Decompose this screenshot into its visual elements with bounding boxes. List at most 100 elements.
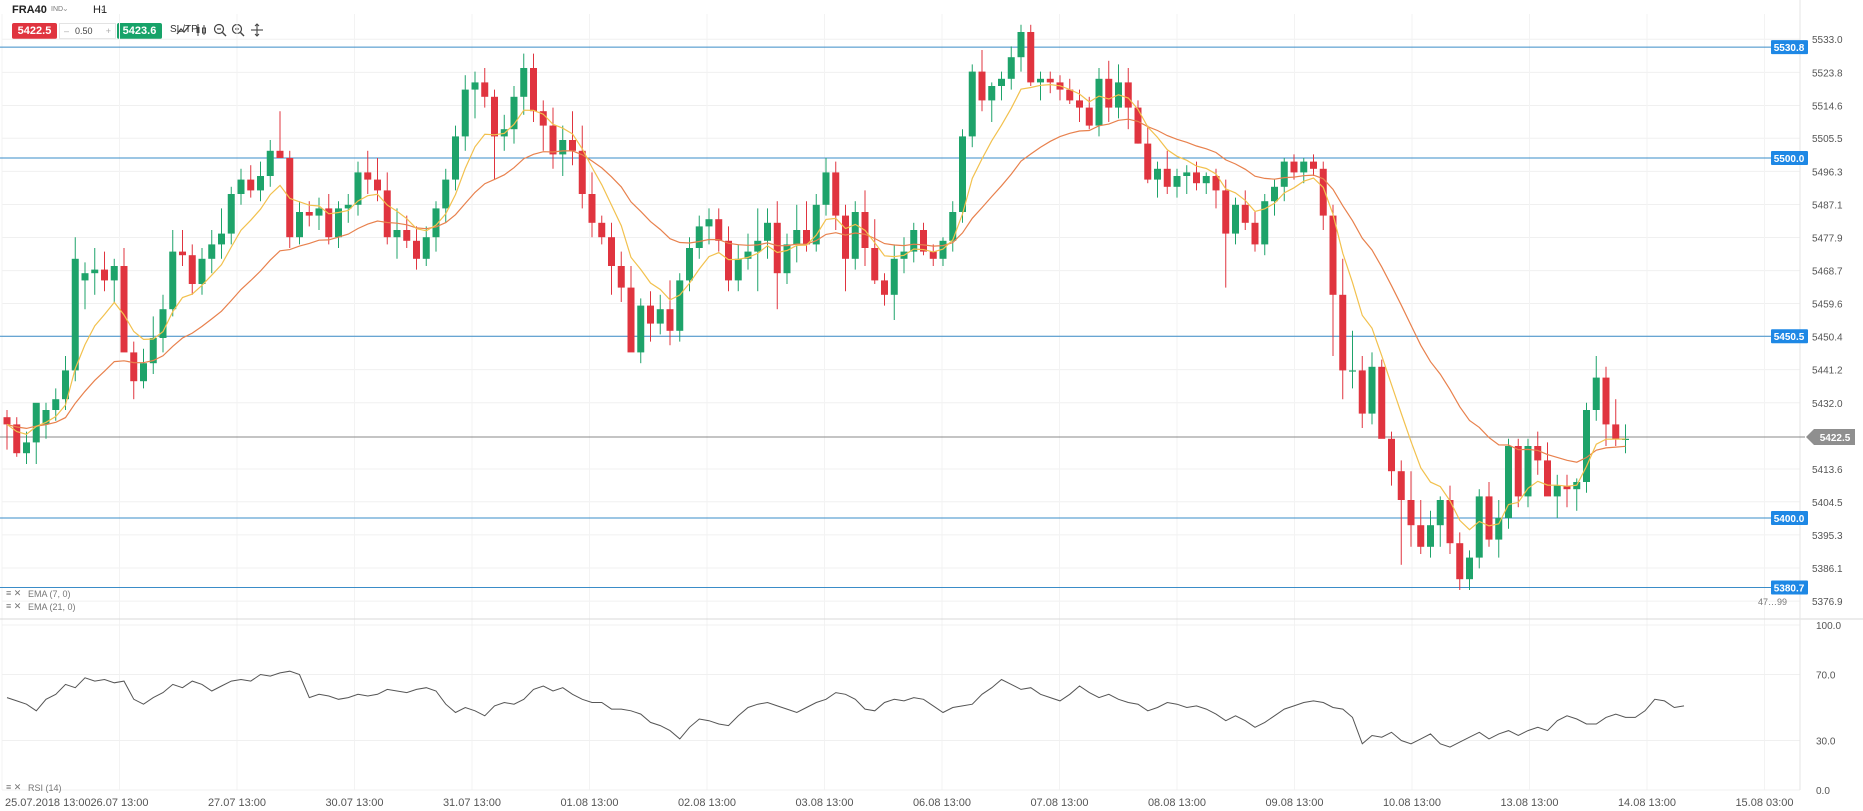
bear-candle xyxy=(842,215,849,259)
line-chart-icon[interactable] xyxy=(175,22,191,38)
bull-candle xyxy=(744,251,752,259)
bull-candle xyxy=(266,150,274,176)
bull-candle xyxy=(1368,366,1376,414)
bear-candle xyxy=(978,71,986,101)
date-tick-label: 14.08 13:00 xyxy=(1618,797,1676,809)
price-axis: 5533.0 5523.8 5514.6 5505.5 5496.3 5487.1 5477… xyxy=(1812,35,1843,797)
date-tick-label: 31.07 13:00 xyxy=(443,797,501,809)
date-tick-label: 03.08 13:00 xyxy=(795,797,853,809)
bear-candle xyxy=(1124,82,1132,108)
bull-candle xyxy=(296,212,303,238)
buy-button[interactable]: 5423.6 xyxy=(117,23,162,39)
bear-candle xyxy=(130,352,138,382)
quantity-stepper[interactable]: – 0.50 + xyxy=(59,23,116,39)
sell-button[interactable]: 5422.5 xyxy=(12,23,57,39)
symbol-label[interactable]: FRA40 xyxy=(12,4,47,16)
bull-candle xyxy=(822,172,830,205)
bear-candle xyxy=(832,172,840,216)
indicator-label: EMA (21, 0) xyxy=(28,602,76,612)
bull-candle xyxy=(354,172,362,205)
bear-candle xyxy=(608,237,615,266)
bull-candle xyxy=(1495,518,1503,540)
bear-candle xyxy=(1378,366,1386,439)
symbol-dropdown-chevron-icon[interactable]: ⌄ xyxy=(62,4,69,13)
candlestick-series xyxy=(3,24,1629,590)
bull-candle xyxy=(1017,32,1025,58)
ema-7-line xyxy=(6,83,1626,531)
bull-candle xyxy=(198,258,206,284)
bull-candle xyxy=(1232,204,1239,234)
bear-candle xyxy=(666,309,674,331)
bull-candle xyxy=(783,244,791,274)
bull-candle xyxy=(705,219,713,227)
bear-candle xyxy=(276,150,284,158)
bull-candle xyxy=(1261,201,1269,245)
bull-candle xyxy=(461,89,469,137)
bear-candle xyxy=(120,266,128,353)
bull-candle xyxy=(1592,377,1600,410)
bear-candle xyxy=(403,230,411,241)
bull-candle xyxy=(237,179,245,194)
bull-candle xyxy=(442,179,450,209)
price-tick-label: 5386.1 xyxy=(1812,564,1843,575)
bear-candle xyxy=(1027,32,1035,83)
bull-candle xyxy=(62,370,69,400)
bear-candle xyxy=(871,248,879,281)
bear-candle xyxy=(101,269,108,281)
rsi-panel xyxy=(6,670,1685,748)
bull-candle xyxy=(208,244,216,259)
market-type-label: IND xyxy=(51,6,64,13)
price-tick-label: 5432.0 xyxy=(1812,399,1843,410)
indicator-label: EMA (7, 0) xyxy=(28,589,71,599)
bull-candle xyxy=(344,204,352,209)
crosshair-move-icon[interactable] xyxy=(249,22,265,38)
bull-candle xyxy=(968,71,976,137)
zoom-out-icon[interactable] xyxy=(212,22,228,38)
bull-candle xyxy=(149,338,157,364)
bull-candle xyxy=(1173,176,1181,187)
bear-candle xyxy=(413,240,420,259)
bear-candle xyxy=(247,179,255,191)
bull-candle xyxy=(422,237,430,259)
bull-candle xyxy=(91,269,99,274)
date-tick-label: 06.08 13:00 xyxy=(913,797,971,809)
quantity-value[interactable]: 0.50 xyxy=(75,26,93,36)
current-price-label: 5422.5 xyxy=(1820,433,1851,444)
bull-candle xyxy=(1436,500,1444,526)
bull-candle xyxy=(1524,446,1532,497)
level-label-bg xyxy=(1771,329,1808,344)
candle-type-icon[interactable] xyxy=(194,22,210,38)
bear-candle xyxy=(1358,370,1366,414)
bull-candle xyxy=(1553,485,1561,497)
bear-candle xyxy=(364,172,372,180)
rsi-tick-label: 100.0 xyxy=(1816,621,1841,632)
bull-candle xyxy=(471,82,479,90)
date-tick-label: 02.08 13:00 xyxy=(678,797,736,809)
bull-candle xyxy=(676,280,684,331)
bear-candle xyxy=(929,251,937,259)
increase-icon[interactable]: + xyxy=(105,26,111,36)
sl-tp-button[interactable]: SL/TP xyxy=(170,24,198,35)
bear-candle xyxy=(588,194,596,223)
bear-candle xyxy=(491,96,498,137)
price-tick-label: 5441.2 xyxy=(1812,366,1843,377)
rsi-tick-label: 0.0 xyxy=(1816,786,1830,797)
price-tick-label: 5395.3 xyxy=(1812,531,1843,542)
bear-candle xyxy=(725,240,732,281)
timeframe-dropdown-chevron-icon[interactable]: ⌄ xyxy=(99,4,106,13)
timeframe-selector[interactable]: H1 xyxy=(93,4,108,16)
level-label: 5500.0 xyxy=(1774,154,1805,165)
price-tick-label: 5505.5 xyxy=(1812,134,1843,145)
bull-candle xyxy=(1280,161,1288,187)
level-label-bg xyxy=(1771,580,1808,595)
bear-candle xyxy=(1046,78,1054,83)
decrease-icon[interactable]: – xyxy=(64,26,70,36)
bull-candle xyxy=(559,140,567,155)
bear-candle xyxy=(1076,100,1083,108)
partial-value-label: 47…99 xyxy=(1758,597,1787,607)
bull-candle xyxy=(1007,57,1015,79)
date-tick-label: 26.07 13:00 xyxy=(90,797,148,809)
price-tick-label: 5533.0 xyxy=(1812,35,1843,46)
bear-candle xyxy=(647,305,654,324)
